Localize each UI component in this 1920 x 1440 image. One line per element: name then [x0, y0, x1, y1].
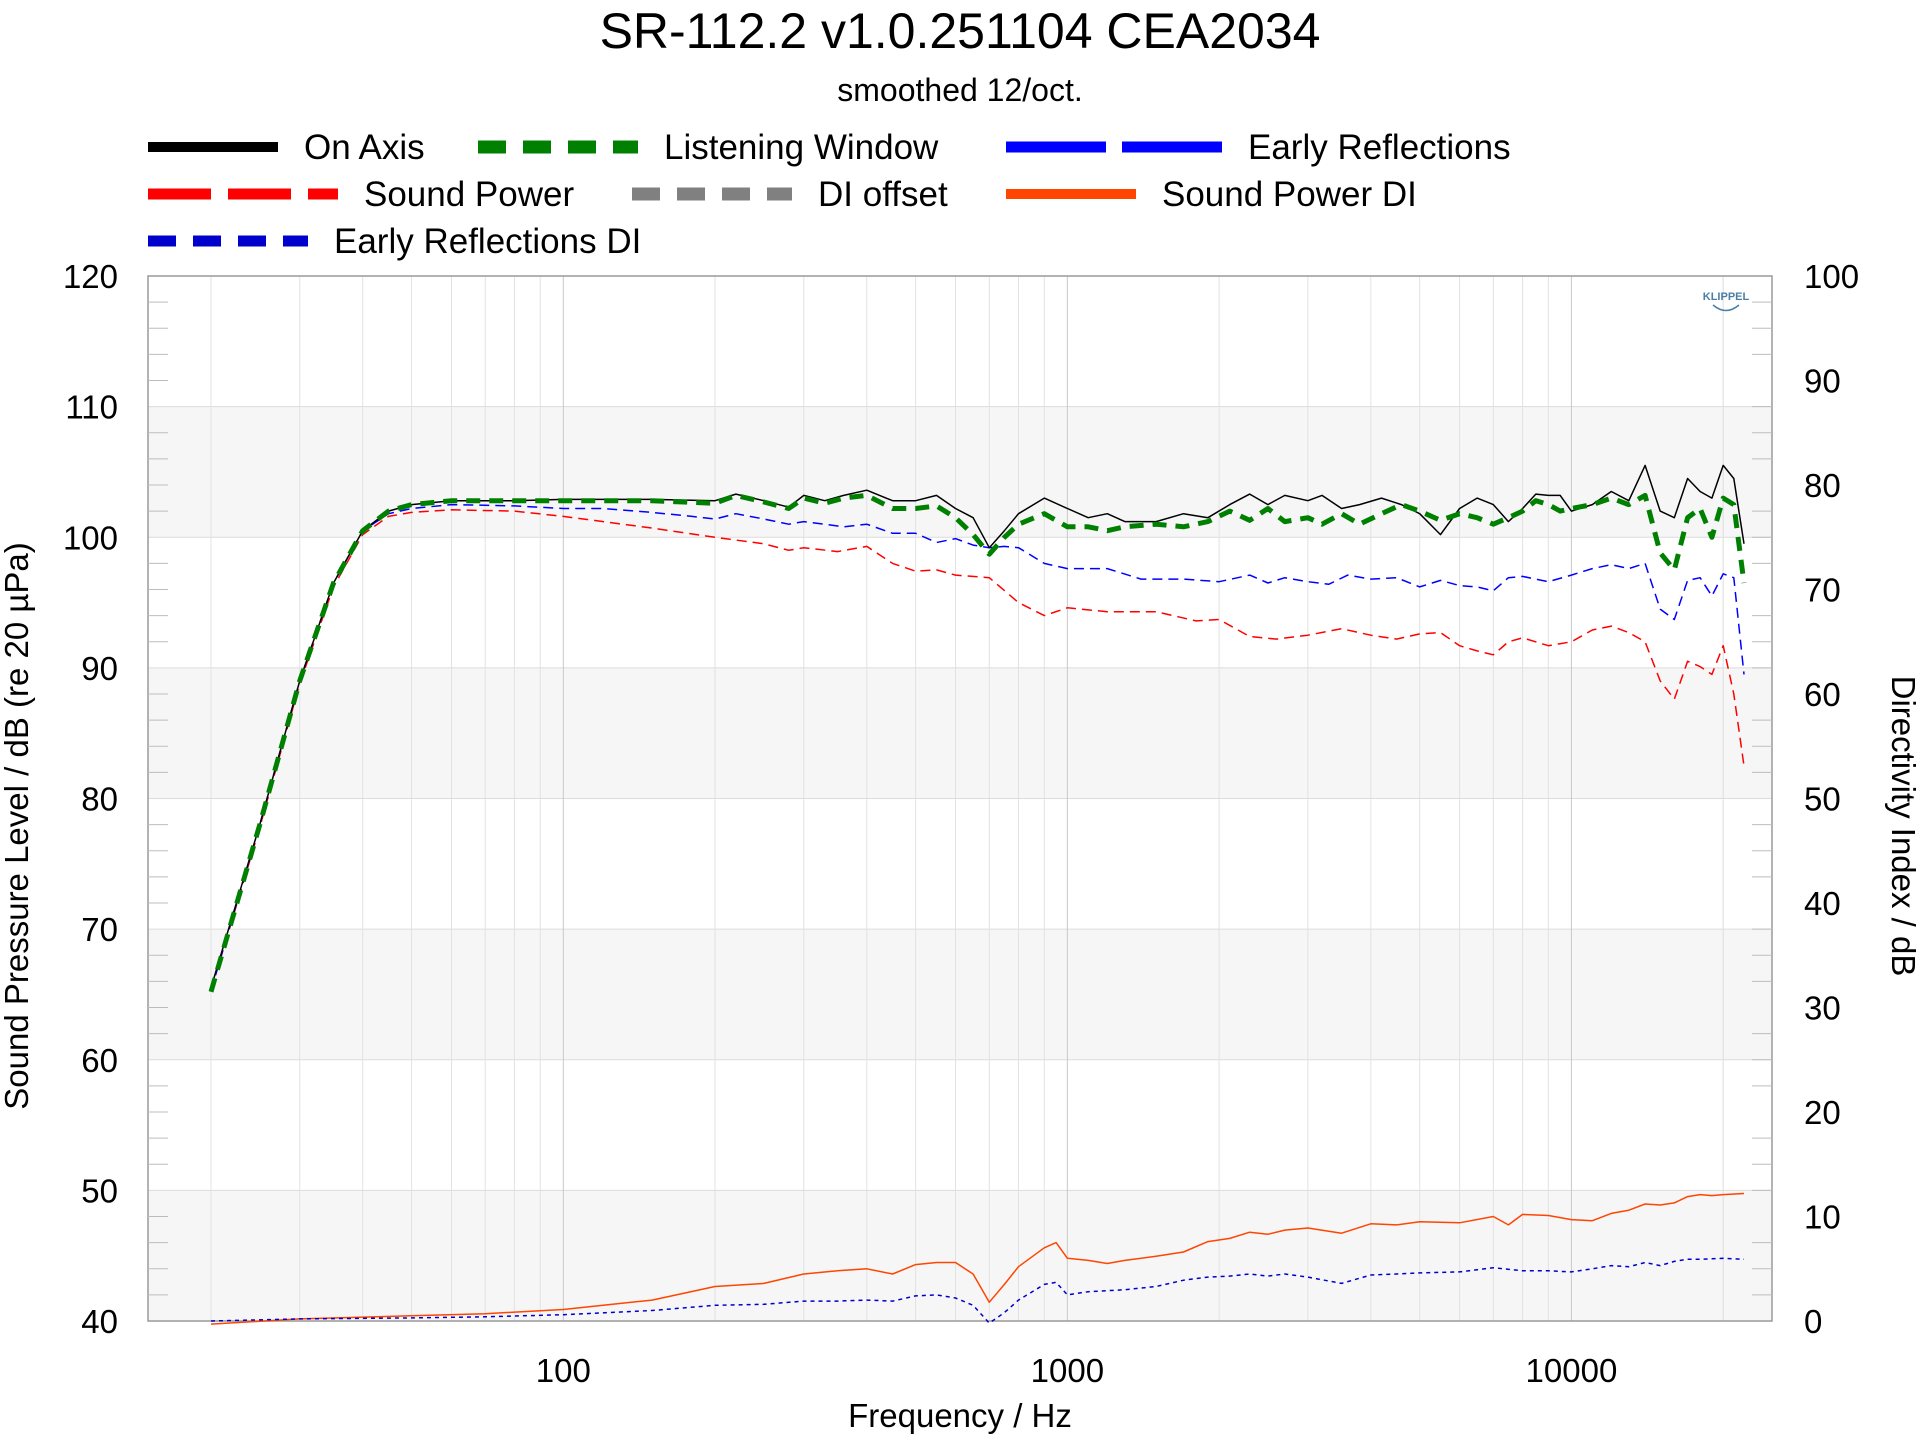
y-tick-label-left: 90 — [81, 650, 118, 687]
y-axis-title-right: Directivity Index / dB — [1885, 676, 1920, 977]
y-tick-label-left: 70 — [81, 911, 118, 948]
x-tick-label: 100 — [536, 1352, 591, 1389]
series-line-early-reflections — [210, 503, 1745, 991]
y-tick-label-right: 100 — [1804, 258, 1859, 295]
y-tick-label-left: 110 — [65, 389, 118, 426]
klippel-logo: KLIPPEL — [1703, 291, 1750, 312]
y-tick-label-right: 50 — [1804, 781, 1841, 818]
plot-band — [148, 798, 1772, 930]
plot-band — [148, 667, 1772, 799]
y-tick-label-right: 20 — [1804, 1094, 1841, 1131]
plot-band — [148, 406, 1772, 538]
klippel-logo-text: KLIPPEL — [1703, 291, 1750, 303]
legend-label-sound-power-di: Sound Power DI — [1162, 175, 1417, 214]
y-tick-label-right: 40 — [1804, 885, 1841, 922]
y-tick-label-right: 80 — [1804, 467, 1841, 504]
plot-frame — [147, 275, 1773, 1322]
y-tick-label-right: 30 — [1804, 990, 1841, 1027]
y-axis-title-left: Sound Pressure Level / dB (re 20 µPa) — [0, 542, 35, 1109]
y-tick-label-right: 70 — [1804, 572, 1841, 609]
y-tick-label-right: 90 — [1804, 363, 1841, 400]
y-tick-label-left: 120 — [63, 258, 118, 295]
y-tick-label-left: 60 — [81, 1042, 118, 1079]
plot-band — [148, 537, 1772, 668]
plot-band — [148, 929, 1772, 1060]
plot-band — [148, 1190, 1772, 1321]
series-line-early-reflections-di — [210, 1257, 1745, 1324]
x-tick-label: 10000 — [1526, 1352, 1618, 1389]
x-tick-label: 1000 — [1031, 1352, 1104, 1389]
legend: On Axis Listening Window Early Reflections… — [148, 128, 1511, 261]
y-tick-label-right: 60 — [1804, 676, 1841, 713]
plot-bands — [148, 276, 1772, 1321]
legend-label-early-reflections: Early Reflections — [1248, 128, 1511, 167]
series-layer — [208, 464, 1747, 1325]
y-tick-label-left: 50 — [81, 1172, 118, 1209]
tick-labels: 40 50 60 70 80 90 100 110 120 0 10 20 30 40 50 60 70 80 90… — [63, 258, 1859, 1389]
y-tick-label-left: 80 — [81, 781, 118, 818]
tick-marks — [148, 301, 1772, 1296]
x-axis-title: Frequency / Hz — [848, 1397, 1072, 1434]
plot-band — [148, 276, 1772, 407]
y-tick-label-right: 10 — [1804, 1199, 1841, 1236]
y-tick-label-right: 0 — [1804, 1303, 1822, 1340]
legend-label-listening-window: Listening Window — [664, 128, 939, 167]
series-line-sound-power-di — [210, 1192, 1745, 1325]
y-tick-label-left: 100 — [63, 519, 118, 556]
chart-title: SR-112.2 v1.0.251104 CEA2034 — [600, 3, 1321, 59]
legend-label-early-reflections-di: Early Reflections DI — [334, 222, 641, 261]
legend-label-sound-power: Sound Power — [364, 175, 574, 214]
chart-subtitle: smoothed 12/oct. — [837, 72, 1082, 108]
y-tick-label-left: 40 — [81, 1303, 118, 1340]
legend-label-di-offset: DI offset — [818, 175, 948, 214]
klippel-logo-arc — [1712, 304, 1740, 312]
legend-label-on-axis: On Axis — [304, 128, 425, 167]
plot-band — [148, 1059, 1772, 1191]
series-line-sound-power — [210, 509, 1745, 991]
